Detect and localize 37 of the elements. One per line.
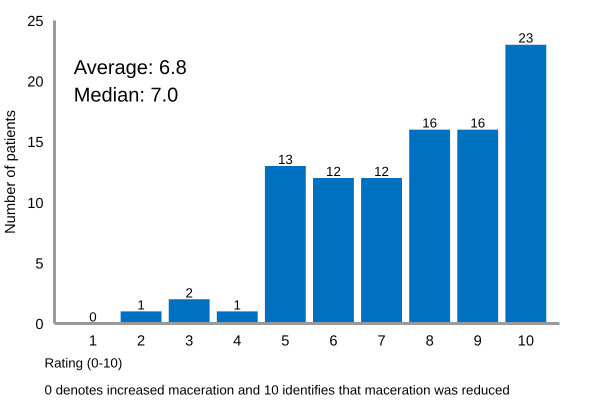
data-label: 2	[185, 285, 193, 300]
x-tick-label: 5	[281, 334, 290, 350]
data-label: 12	[326, 164, 341, 180]
x-tick-label: 4	[233, 334, 242, 350]
y-axis-title: Number of patients	[3, 110, 20, 234]
data-label: 23	[518, 30, 534, 46]
x-tick-label: 3	[185, 334, 194, 350]
y-tick-label: 0	[35, 317, 44, 333]
x-tick-label: 6	[329, 334, 338, 350]
bar	[168, 299, 210, 324]
y-tick-label: 5	[35, 256, 44, 272]
bar	[313, 178, 354, 324]
x-tick-label: 2	[136, 334, 146, 350]
x-tick-label: 7	[377, 334, 386, 350]
data-label: 1	[137, 297, 145, 312]
y-tick-label: 10	[27, 196, 44, 212]
bar	[457, 130, 498, 324]
data-label: 12	[374, 164, 389, 180]
data-label: 0	[89, 310, 97, 324]
y-tick-label: 20	[27, 74, 44, 91]
x-axis-title: Rating (0-10)	[44, 356, 122, 370]
x-tick-label: 9	[474, 334, 482, 350]
data-label: 16	[422, 116, 438, 131]
annotation: Average: 6.8 Median: 7.0	[74, 56, 187, 106]
data-label: 13	[278, 152, 293, 167]
data-label: 16	[470, 116, 486, 131]
x-tick-label: 1	[88, 334, 98, 350]
bar	[264, 166, 306, 324]
bar	[361, 178, 402, 324]
text: 0 denotes increased maceration and 10 identifies that maceration was reduced	[44, 382, 510, 398]
data-label: 1	[234, 297, 241, 312]
x-tick-label: 8	[426, 334, 434, 350]
y-tick-label: 25	[27, 14, 44, 30]
bar	[505, 44, 546, 324]
bar	[409, 130, 450, 324]
y-tick-label: 15	[27, 135, 44, 152]
x-tick-label: 10	[518, 334, 534, 350]
